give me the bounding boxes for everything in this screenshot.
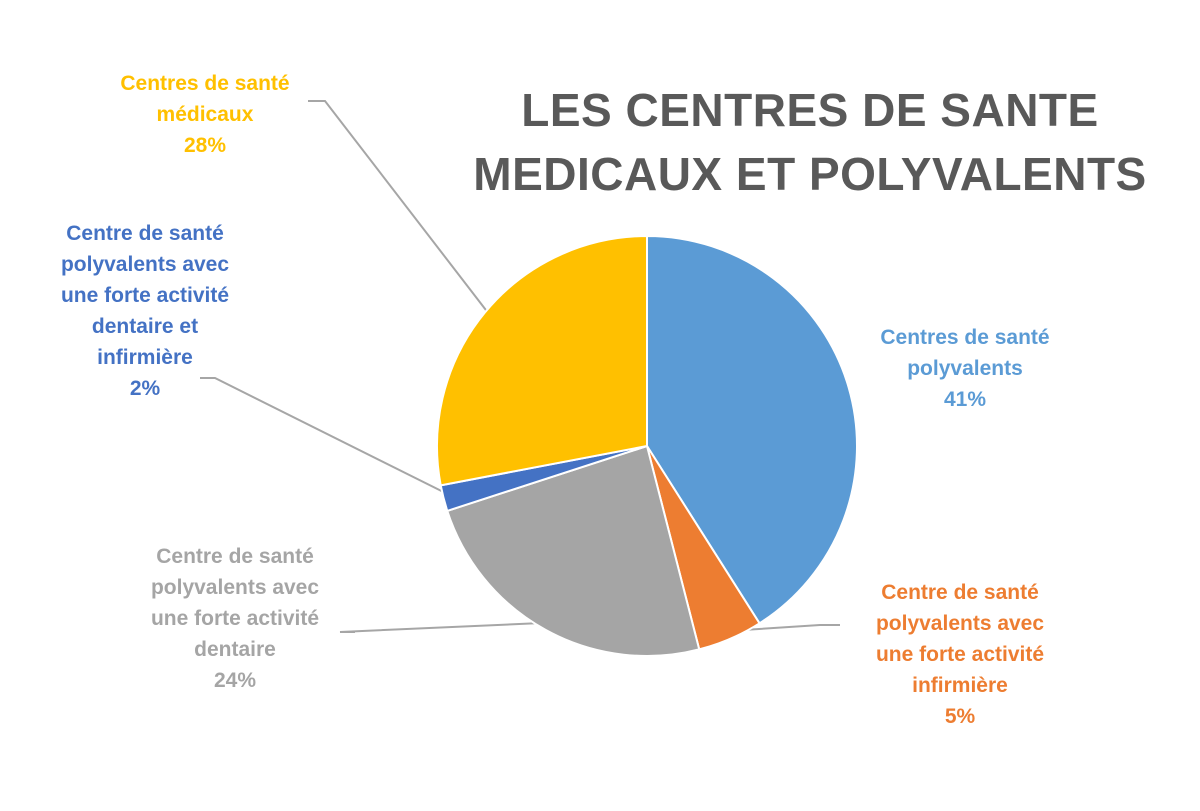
data-label-line: une forte activité <box>875 643 1045 666</box>
chart-title-line-2: MEDICAUX ET POLYVALENTS <box>473 148 1147 200</box>
data-label-line: polyvalents avec <box>60 253 230 276</box>
data-label-line: une forte activité <box>150 607 320 630</box>
data-label-value: 5% <box>944 705 976 728</box>
data-label-line: polyvalents avec <box>150 576 320 599</box>
data-label-medicaux: Centres de santé médicaux 28% <box>70 68 340 161</box>
pie-slice-polyvalents <box>646 234 858 625</box>
leader-line-dentaire-infirmiere <box>200 377 453 498</box>
chart-title-line-1: LES CENTRES DE SANTE <box>521 84 1099 136</box>
data-label-line: une forte activité <box>60 284 230 307</box>
leader-line-infirmiere <box>727 624 840 633</box>
data-label-value: 28% <box>183 134 227 157</box>
data-label-line: médicaux <box>156 103 254 126</box>
data-label-line: Centre de santé <box>156 545 314 568</box>
data-label-dentaire-infirmiere: Centre de santé polyvalents avec une for… <box>15 218 275 404</box>
data-label-line: dentaire <box>194 638 276 661</box>
data-label-line: infirmière <box>912 674 1008 697</box>
pie-slices <box>436 234 858 657</box>
data-label-line: Centre de santé <box>881 581 1039 604</box>
leader-lines <box>200 100 840 633</box>
data-label-polyvalents: Centres de santé polyvalents 41% <box>830 322 1100 415</box>
pie-slice-medicaux <box>436 234 648 487</box>
data-label-dentaire: Centre de santé polyvalents avec une for… <box>100 541 370 696</box>
data-label-line: Centre de santé <box>66 222 224 245</box>
data-label-value: 2% <box>129 377 161 400</box>
leader-line-medicaux <box>308 100 493 319</box>
data-label-line: Centres de santé <box>880 326 1050 349</box>
data-label-value: 24% <box>213 669 257 692</box>
data-label-line: Centres de santé <box>120 72 290 95</box>
data-label-line: dentaire et <box>91 315 199 338</box>
data-label-line: infirmière <box>97 346 193 369</box>
data-label-infirmiere: Centre de santé polyvalents avec une for… <box>820 577 1100 732</box>
data-label-line: polyvalents avec <box>875 612 1045 635</box>
leader-line-dentaire <box>339 621 550 633</box>
data-label-line: polyvalents <box>907 357 1023 380</box>
data-label-value: 41% <box>943 388 987 411</box>
chart-title: LES CENTRES DE SANTE MEDICAUX ET POLYVAL… <box>440 78 1180 206</box>
pie-slice-dentaire <box>446 444 701 657</box>
